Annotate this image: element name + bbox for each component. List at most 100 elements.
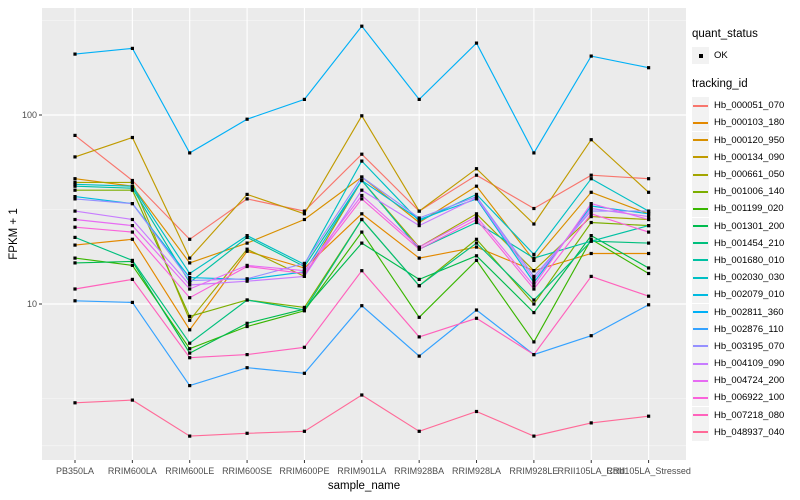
data-point [73, 209, 77, 213]
series-line-key-icon [692, 251, 709, 269]
data-point [73, 133, 77, 137]
data-point [302, 345, 306, 349]
legend-item-label: Hb_002876_110 [714, 323, 784, 335]
data-point [360, 188, 364, 192]
data-point [302, 209, 306, 213]
x-axis-title: sample_name [327, 480, 401, 492]
data-point [130, 188, 134, 192]
series-line-key-icon [692, 131, 709, 149]
data-point [589, 212, 593, 216]
data-point [360, 152, 364, 156]
ok-point-key-icon [692, 47, 709, 65]
data-point [130, 263, 134, 267]
data-point [245, 324, 249, 329]
data-point [532, 151, 536, 155]
data-point [245, 353, 249, 357]
data-point [532, 256, 536, 260]
data-point [589, 251, 593, 256]
data-point [245, 247, 249, 251]
data-point [417, 256, 421, 260]
data-point [245, 298, 249, 302]
data-point [417, 247, 421, 251]
data-point [360, 178, 364, 183]
plot-panel [42, 8, 686, 460]
data-point [188, 261, 192, 265]
data-point [589, 204, 593, 208]
data-point [360, 269, 364, 273]
legend-item-label: Hb_001680_010 [714, 254, 785, 266]
data-point [245, 277, 249, 281]
data-point [245, 235, 249, 239]
data-point [647, 230, 651, 234]
data-point [302, 271, 306, 276]
data-point [532, 269, 536, 273]
legend-item-label: Hb_002079_010 [714, 289, 785, 301]
y-axis-title: FPKM + 1 [8, 208, 20, 260]
legend-item-Hb_004724_200: Hb_004724_200 [692, 372, 800, 390]
legend-item-Hb_002030_030: Hb_002030_030 [692, 269, 800, 287]
legend-item-ok: OK [692, 47, 800, 65]
data-point [532, 280, 536, 285]
data-point [73, 188, 77, 192]
legend-item-label: Hb_000051_070 [714, 100, 785, 112]
data-point [245, 321, 249, 325]
data-point [417, 97, 421, 101]
data-point [474, 245, 479, 249]
data-point [647, 177, 651, 181]
legend-item-label: Hb_002811_360 [714, 306, 784, 318]
data-point [474, 316, 479, 320]
data-point [302, 371, 306, 375]
x-tick-label: RRIM600LE [165, 466, 214, 476]
data-point [73, 180, 77, 184]
legend-item-label: Hb_001454_210 [714, 237, 785, 249]
data-point [360, 241, 364, 245]
legend-item-Hb_007218_080: Hb_007218_080 [692, 406, 800, 424]
data-point [474, 254, 479, 258]
legend-item-label: Hb_007218_080 [714, 409, 785, 421]
legend-item-Hb_000134_090: Hb_000134_090 [692, 148, 800, 166]
data-point [245, 366, 249, 370]
data-point [130, 135, 134, 140]
series-line-key-icon [692, 320, 709, 338]
data-point [647, 217, 651, 222]
data-point [474, 167, 479, 171]
data-point [474, 237, 479, 241]
legend-item-label: Hb_000661_050 [714, 169, 785, 181]
series-line-key-icon [692, 303, 709, 321]
data-point [188, 256, 192, 260]
data-point [589, 421, 593, 425]
data-point [647, 251, 651, 256]
legend-item-label: Hb_001301_200 [714, 220, 785, 232]
legend-item-label: Hb_004724_200 [714, 375, 785, 387]
data-point [532, 434, 536, 438]
data-point [589, 215, 593, 219]
data-point [589, 206, 593, 211]
data-point [532, 252, 536, 256]
legend-item-Hb_004109_090: Hb_004109_090 [692, 355, 800, 373]
legend-item-label: Hb_001199_020 [714, 203, 784, 215]
legend-tracking-id: tracking_id Hb_000051_070 Hb_000103_180 Hb… [692, 78, 800, 441]
data-point [647, 224, 651, 228]
data-point [73, 195, 77, 199]
data-point [532, 206, 536, 211]
y-tick-label: 100 [22, 110, 37, 120]
data-point [417, 224, 421, 228]
data-point [589, 54, 593, 58]
data-point [245, 431, 249, 435]
legend-item-label: Hb_003195_070 [714, 340, 785, 352]
data-point [532, 222, 536, 226]
series-line-key-icon [692, 286, 709, 304]
x-tick-label: RRIM928LA [452, 466, 501, 476]
data-point [73, 177, 77, 181]
data-point [73, 287, 77, 291]
data-point [474, 215, 479, 219]
series-line-key-icon [692, 183, 709, 201]
data-point [589, 239, 593, 243]
data-point [302, 212, 306, 216]
data-point [302, 217, 306, 222]
series-line-key-icon [692, 166, 709, 184]
data-point [360, 393, 364, 397]
legend-item-Hb_000103_180: Hb_000103_180 [692, 114, 800, 132]
legend-item-label: Hb_000103_180 [714, 117, 785, 129]
data-point [130, 184, 134, 188]
